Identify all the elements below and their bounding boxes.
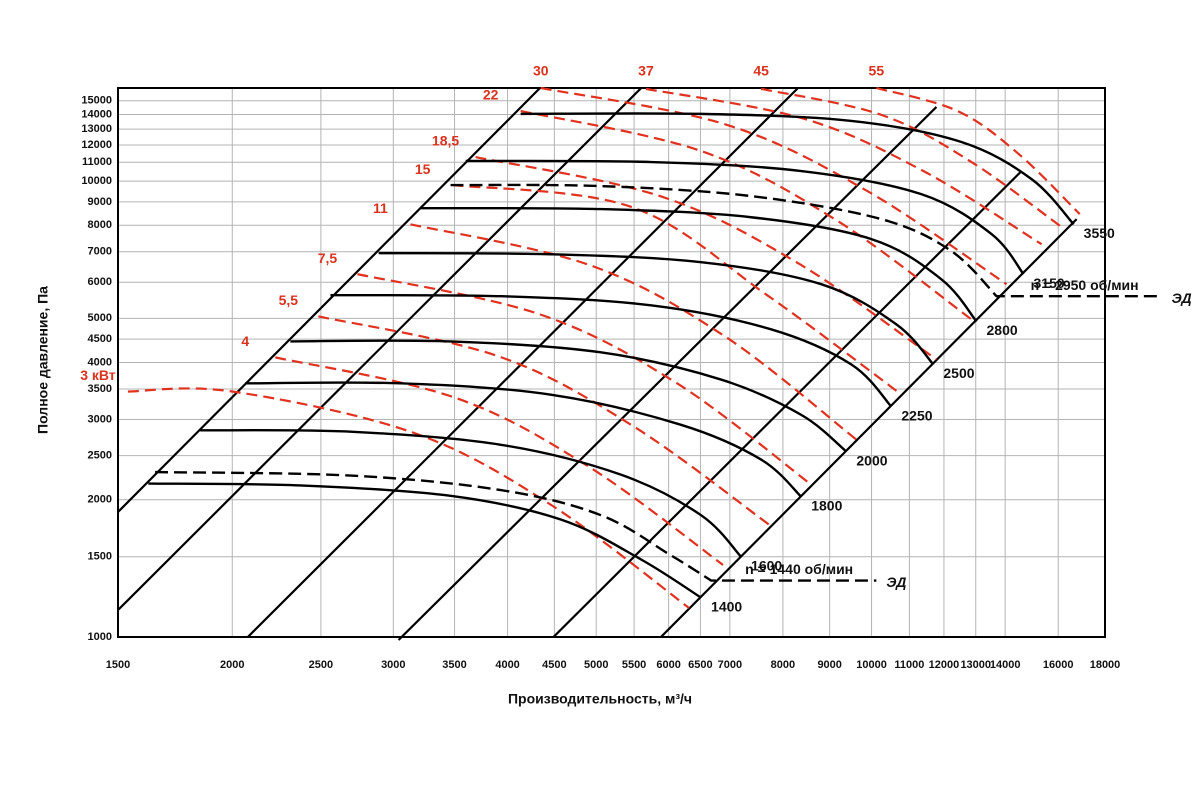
power-curve <box>452 183 903 396</box>
speed-label: 1600 <box>751 557 782 573</box>
speed-curve <box>148 482 702 599</box>
power-label: 7,5 <box>318 250 338 266</box>
motor-curve <box>450 183 1162 298</box>
power-curve <box>876 86 1081 215</box>
system-line <box>660 218 1078 638</box>
power-curve <box>410 223 858 441</box>
x-tick-label: 2000 <box>220 659 244 671</box>
speed-label: 1800 <box>811 498 842 514</box>
system-line <box>117 87 643 611</box>
x-tick-label: 8000 <box>771 659 795 671</box>
x-tick-label: 10000 <box>856 659 887 671</box>
speed-label: 2250 <box>901 407 932 423</box>
system-line <box>552 170 1023 638</box>
power-curve <box>760 87 1063 229</box>
x-tick-label: 6000 <box>656 659 680 671</box>
power-curve <box>275 356 724 566</box>
x-axis-label: Производительность, м³/ч <box>508 691 692 707</box>
y-tick-label: 8000 <box>88 219 112 231</box>
x-tick-label: 4000 <box>495 659 519 671</box>
system-line <box>247 87 799 638</box>
speed-label: 2000 <box>856 452 887 468</box>
speed-label: 1400 <box>711 598 742 614</box>
system-line <box>117 87 541 513</box>
y-tick-label: 3500 <box>88 383 112 395</box>
system-line <box>397 106 938 641</box>
motor-label: n = 1440 об/мин <box>745 561 853 577</box>
power-curve <box>127 387 690 609</box>
x-tick-label: 1500 <box>106 659 130 671</box>
power-label: 3 кВт <box>80 367 116 383</box>
power-curve <box>357 273 812 486</box>
y-tick-label: 2000 <box>88 494 112 506</box>
y-tick-label: 1500 <box>88 551 112 563</box>
x-tick-label: 5500 <box>622 659 646 671</box>
power-curve <box>475 155 938 361</box>
speed-curve <box>420 206 978 323</box>
x-tick-label: 3500 <box>442 659 466 671</box>
y-tick-label: 3000 <box>88 413 112 425</box>
x-tick-label: 13000 <box>960 659 991 671</box>
motor-tag: ЭД <box>1172 290 1192 306</box>
y-tick-label: 10000 <box>81 175 112 187</box>
x-tick-label: 2500 <box>309 659 333 671</box>
y-tick-label: 7000 <box>88 246 112 258</box>
y-tick-label: 12000 <box>81 139 112 151</box>
speed-curve <box>200 429 742 558</box>
x-tick-label: 3000 <box>381 659 405 671</box>
speed-label: 2500 <box>943 365 974 381</box>
x-tick-label: 11000 <box>894 659 924 671</box>
power-label: 5,5 <box>279 292 299 308</box>
y-tick-label: 15000 <box>81 95 112 107</box>
speed-curve <box>330 293 893 408</box>
motor-curve <box>155 470 877 582</box>
x-tick-label: 6500 <box>688 659 712 671</box>
speed-label: 2800 <box>987 322 1018 338</box>
y-tick-label: 4000 <box>88 356 112 368</box>
y-tick-label: 14000 <box>81 108 112 120</box>
power-label: 55 <box>869 63 885 79</box>
x-tick-label: 18000 <box>1090 659 1121 671</box>
x-tick-label: 7000 <box>718 659 742 671</box>
speed-curve <box>520 112 1075 226</box>
x-tick-label: 4500 <box>542 659 566 671</box>
power-label: 4 <box>241 333 249 349</box>
plot-frame <box>117 87 1106 638</box>
motor-label: n = 2950 об/мин <box>1031 277 1139 293</box>
y-tick-label: 13000 <box>81 123 112 135</box>
x-tick-label: 12000 <box>929 659 960 671</box>
power-label: 11 <box>373 200 388 216</box>
power-label: 30 <box>533 63 549 79</box>
power-curve <box>540 86 1008 286</box>
power-label: 45 <box>753 63 769 79</box>
speed-curve <box>290 339 848 453</box>
power-curve <box>520 109 973 321</box>
power-label: 18,5 <box>432 133 459 149</box>
power-label: 37 <box>638 63 654 79</box>
power-label: 15 <box>415 161 431 177</box>
power-label: 22 <box>483 87 499 103</box>
y-tick-label: 4500 <box>88 333 112 345</box>
motor-tag: ЭД <box>886 574 906 590</box>
y-tick-label: 2500 <box>88 449 112 461</box>
speed-curve <box>465 159 1025 275</box>
x-tick-label: 9000 <box>817 659 841 671</box>
y-axis-label: Полное давление, Па <box>35 286 51 434</box>
y-tick-label: 6000 <box>88 276 112 288</box>
power-curve <box>318 315 770 526</box>
speed-label: 3550 <box>1084 225 1115 241</box>
y-tick-label: 9000 <box>88 196 112 208</box>
y-tick-label: 11000 <box>82 156 112 168</box>
x-tick-label: 16000 <box>1043 659 1074 671</box>
speed-curve <box>378 251 935 366</box>
y-tick-label: 5000 <box>88 312 112 324</box>
speed-label: 3150 <box>1034 275 1065 291</box>
power-curve <box>645 87 1043 246</box>
speed-curve <box>245 381 803 498</box>
x-tick-label: 14000 <box>990 659 1021 671</box>
y-tick-label: 1000 <box>88 631 112 643</box>
x-tick-label: 5000 <box>584 659 608 671</box>
